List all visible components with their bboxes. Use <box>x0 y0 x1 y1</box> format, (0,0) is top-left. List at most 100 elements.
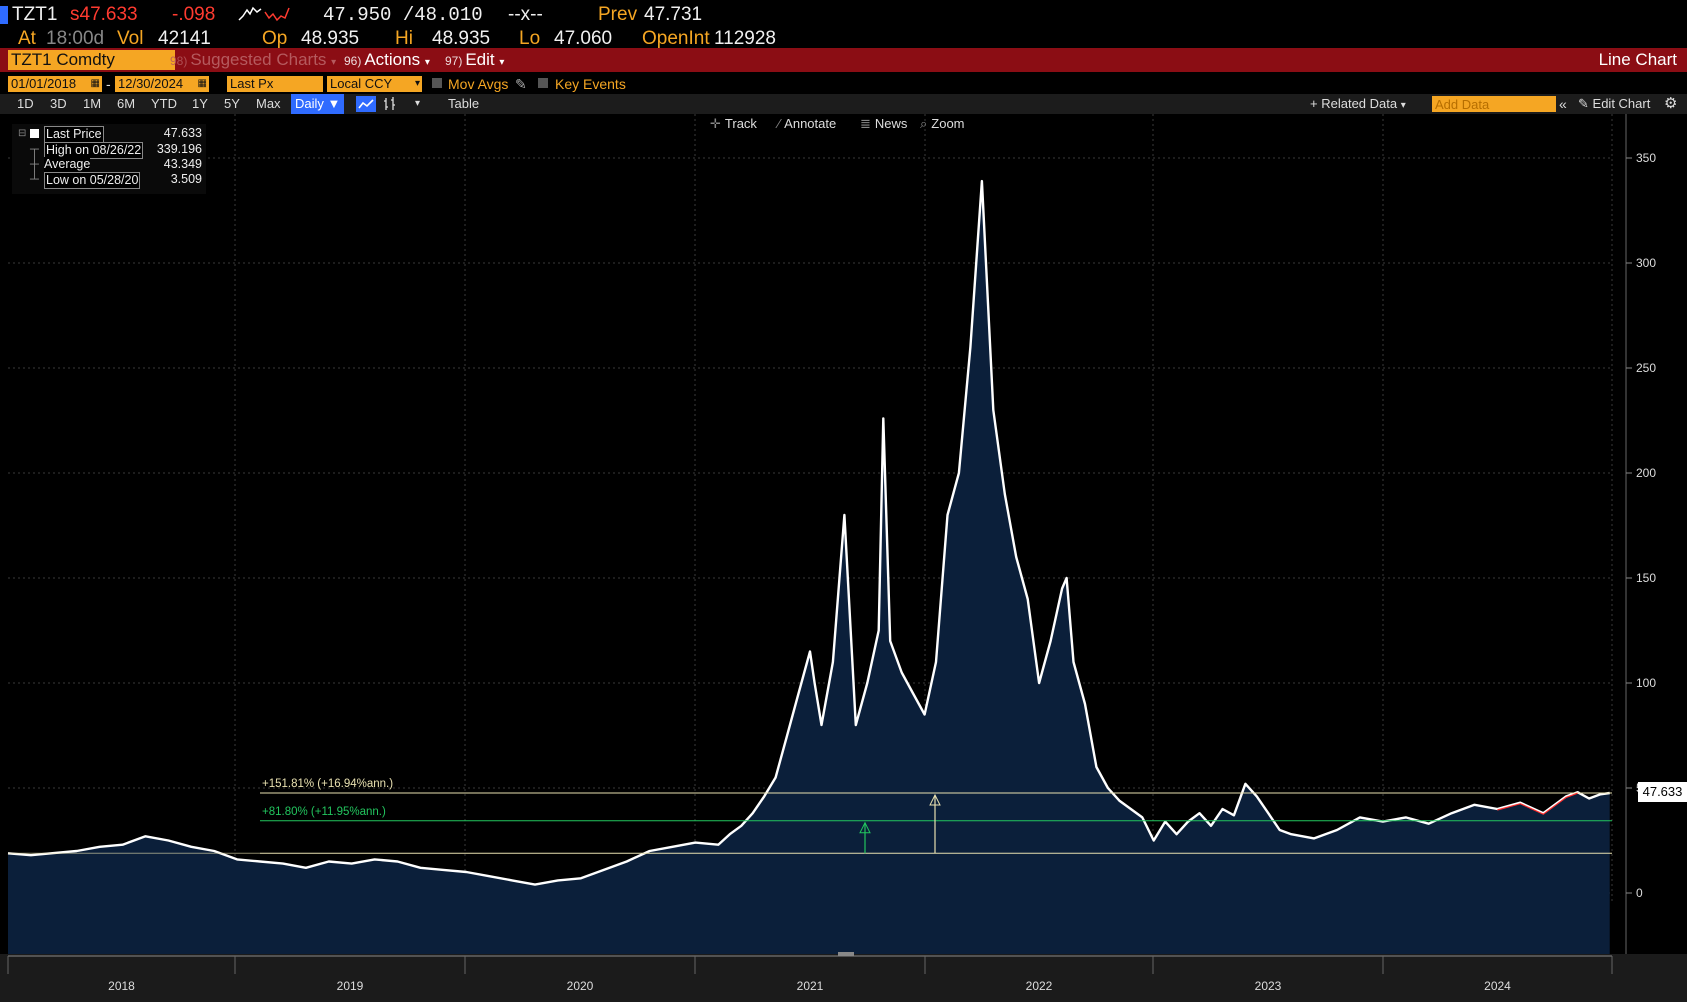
x-tick-label: 2021 <box>797 979 824 993</box>
crosshair-icon: ✛ <box>710 116 721 131</box>
news-tool[interactable]: ≣ News <box>860 116 907 132</box>
security-field[interactable]: TZT1 Comdty <box>8 50 175 70</box>
period-1d-button[interactable]: 1D <box>17 96 34 111</box>
sparkline-icon <box>238 4 290 30</box>
hi-value: 48.935 <box>432 28 491 49</box>
calendar-icon[interactable]: ▦ <box>90 78 100 89</box>
prev-label: Prev <box>598 4 638 25</box>
ticker[interactable]: TZT1 <box>12 4 58 25</box>
mov-avgs-checkbox[interactable] <box>432 78 442 88</box>
news-label: News <box>874 116 908 131</box>
high-marker-icon: ┬ <box>30 142 39 156</box>
y-tick-label: 200 <box>1636 466 1656 480</box>
x-tick-label: 2023 <box>1255 979 1282 993</box>
settings-row: 01/01/2018 ▦ - 12/30/2024 ▦ Last Px Loca… <box>0 74 1687 94</box>
period-ytd-button[interactable]: YTD <box>151 96 177 111</box>
related-data-button[interactable]: + Related Data ▾ <box>1310 94 1406 114</box>
suggested-charts-button[interactable]: 98) Suggested Charts ▾ <box>170 50 336 70</box>
legend-high-value: 339.196 <box>156 142 202 156</box>
legend-row-low[interactable]: ┴ Low on 05/28/20 3.509 <box>12 172 206 189</box>
period-5y-button[interactable]: 5Y <box>224 96 240 111</box>
actions-button[interactable]: 96) Actions ▾ <box>344 50 430 70</box>
edit-button[interactable]: 97) Edit ▾ <box>445 50 504 70</box>
mov-avgs-label[interactable]: Mov Avgs <box>448 76 509 92</box>
track-tool[interactable]: ✛ Track <box>710 116 757 132</box>
ohlc-bars-icon[interactable] <box>382 94 398 114</box>
legend-row-last-price[interactable]: ⊟ Last Price 47.633 <box>12 126 206 143</box>
table-button[interactable]: Table <box>448 96 480 111</box>
date-separator: - <box>106 76 111 92</box>
x-tick-label: 2019 <box>337 979 364 993</box>
prev-value: 47.731 <box>644 4 703 25</box>
legend-last-price-label: Last Price <box>44 126 104 143</box>
bid-ask: 47.950 /48.010 <box>323 4 483 26</box>
chevron-down-icon: ▾ <box>414 78 420 89</box>
edit-chart-label: Edit Chart <box>1592 96 1651 111</box>
size: --x-- <box>508 4 543 25</box>
field-select[interactable]: Last Px <box>227 76 323 92</box>
key-events-checkbox[interactable] <box>538 78 548 88</box>
price-chart[interactable]: +81.80% (+11.95%ann.) +151.81% (+16.94%an… <box>0 114 1687 1002</box>
actions-number: 96) <box>344 54 362 68</box>
chevron-down-icon: ▼ <box>327 96 341 111</box>
key-events-label[interactable]: Key Events <box>555 76 626 92</box>
add-data-input[interactable] <box>1432 96 1556 112</box>
collapse-icon[interactable]: ⊟ <box>18 128 27 139</box>
frequency-select[interactable]: Daily ▼ <box>291 94 345 114</box>
annotate-tool[interactable]: ⁄ Annotate <box>778 116 836 131</box>
low-marker-icon: ┴ <box>30 172 39 186</box>
vol-value: 42141 <box>158 28 211 49</box>
gear-icon[interactable]: ⚙ <box>1664 95 1678 112</box>
y-tick-label: 100 <box>1636 676 1656 690</box>
chevron-down-icon: ▾ <box>424 57 430 68</box>
start-date-field[interactable]: 01/01/2018 ▦ <box>8 76 102 92</box>
legend-row-average[interactable]: ┼ Average 43.349 <box>12 157 206 172</box>
x-tick-label: 2020 <box>567 979 594 993</box>
track-label: Track <box>724 116 757 131</box>
line-chart-icon[interactable] <box>356 96 376 112</box>
legend-average-value: 43.349 <box>163 157 202 171</box>
openint-label: OpenInt <box>642 28 710 49</box>
at-label: At <box>18 28 36 49</box>
pencil-icon[interactable]: ✎ <box>515 76 527 92</box>
collapse-left-icon[interactable]: « <box>1559 96 1567 112</box>
start-date-value: 01/01/2018 <box>11 76 77 91</box>
edit-chart-button[interactable]: ✎ Edit Chart <box>1578 94 1650 114</box>
legend-row-high[interactable]: ┬ High on 08/26/22 339.196 <box>12 142 206 159</box>
calendar-icon[interactable]: ▦ <box>197 78 207 89</box>
x-axis-band <box>0 954 1687 1002</box>
end-date-field[interactable]: 12/30/2024 ▦ <box>115 76 209 92</box>
suggested-charts-label: Suggested Charts <box>190 50 327 69</box>
period-3d-button[interactable]: 3D <box>50 96 67 111</box>
at-time: 18:00d <box>46 28 105 49</box>
x-tick-label: 2024 <box>1484 979 1511 993</box>
y-tick-label: 350 <box>1636 151 1656 165</box>
pencil-icon: ✎ <box>1578 96 1589 111</box>
chevron-down-icon[interactable]: ▾ <box>415 98 421 109</box>
gain-arrow-green-head <box>859 821 871 834</box>
scroll-handle <box>838 952 854 956</box>
zoom-label: Zoom <box>931 116 965 131</box>
x-tick-label: 2018 <box>108 979 135 993</box>
series-swatch <box>30 129 39 138</box>
reference-line-label: +81.80% (+11.95%ann.) <box>262 806 386 818</box>
quote-line-1: TZT1 s47.633 -.098 47.950 /48.010 --x-- … <box>0 2 1687 26</box>
lo-label: Lo <box>519 28 541 49</box>
last-price: s47.633 <box>70 4 138 25</box>
period-1y-button[interactable]: 1Y <box>192 96 208 111</box>
period-6m-button[interactable]: 6M <box>117 96 136 111</box>
chart-area[interactable]: +81.80% (+11.95%ann.) +151.81% (+16.94%an… <box>0 114 1687 1002</box>
price-line <box>7 179 1610 886</box>
period-1m-button[interactable]: 1M <box>83 96 102 111</box>
period-max-button[interactable]: Max <box>256 96 281 111</box>
actions-label: Actions <box>364 50 421 69</box>
x-tick-label: 2022 <box>1026 979 1053 993</box>
currency-select[interactable]: Local CCY ▾ <box>327 76 422 92</box>
annotate-label: Annotate <box>784 116 837 131</box>
average-marker-icon: ┼ <box>30 157 39 171</box>
y-tick-label: 300 <box>1636 256 1656 270</box>
suggested-charts-number: 98) <box>170 54 188 68</box>
zoom-tool[interactable]: ⌕ Zoom <box>920 116 965 132</box>
field-select-value: Last Px <box>230 76 274 91</box>
legend-high-label: High on 08/26/22 <box>44 142 144 159</box>
